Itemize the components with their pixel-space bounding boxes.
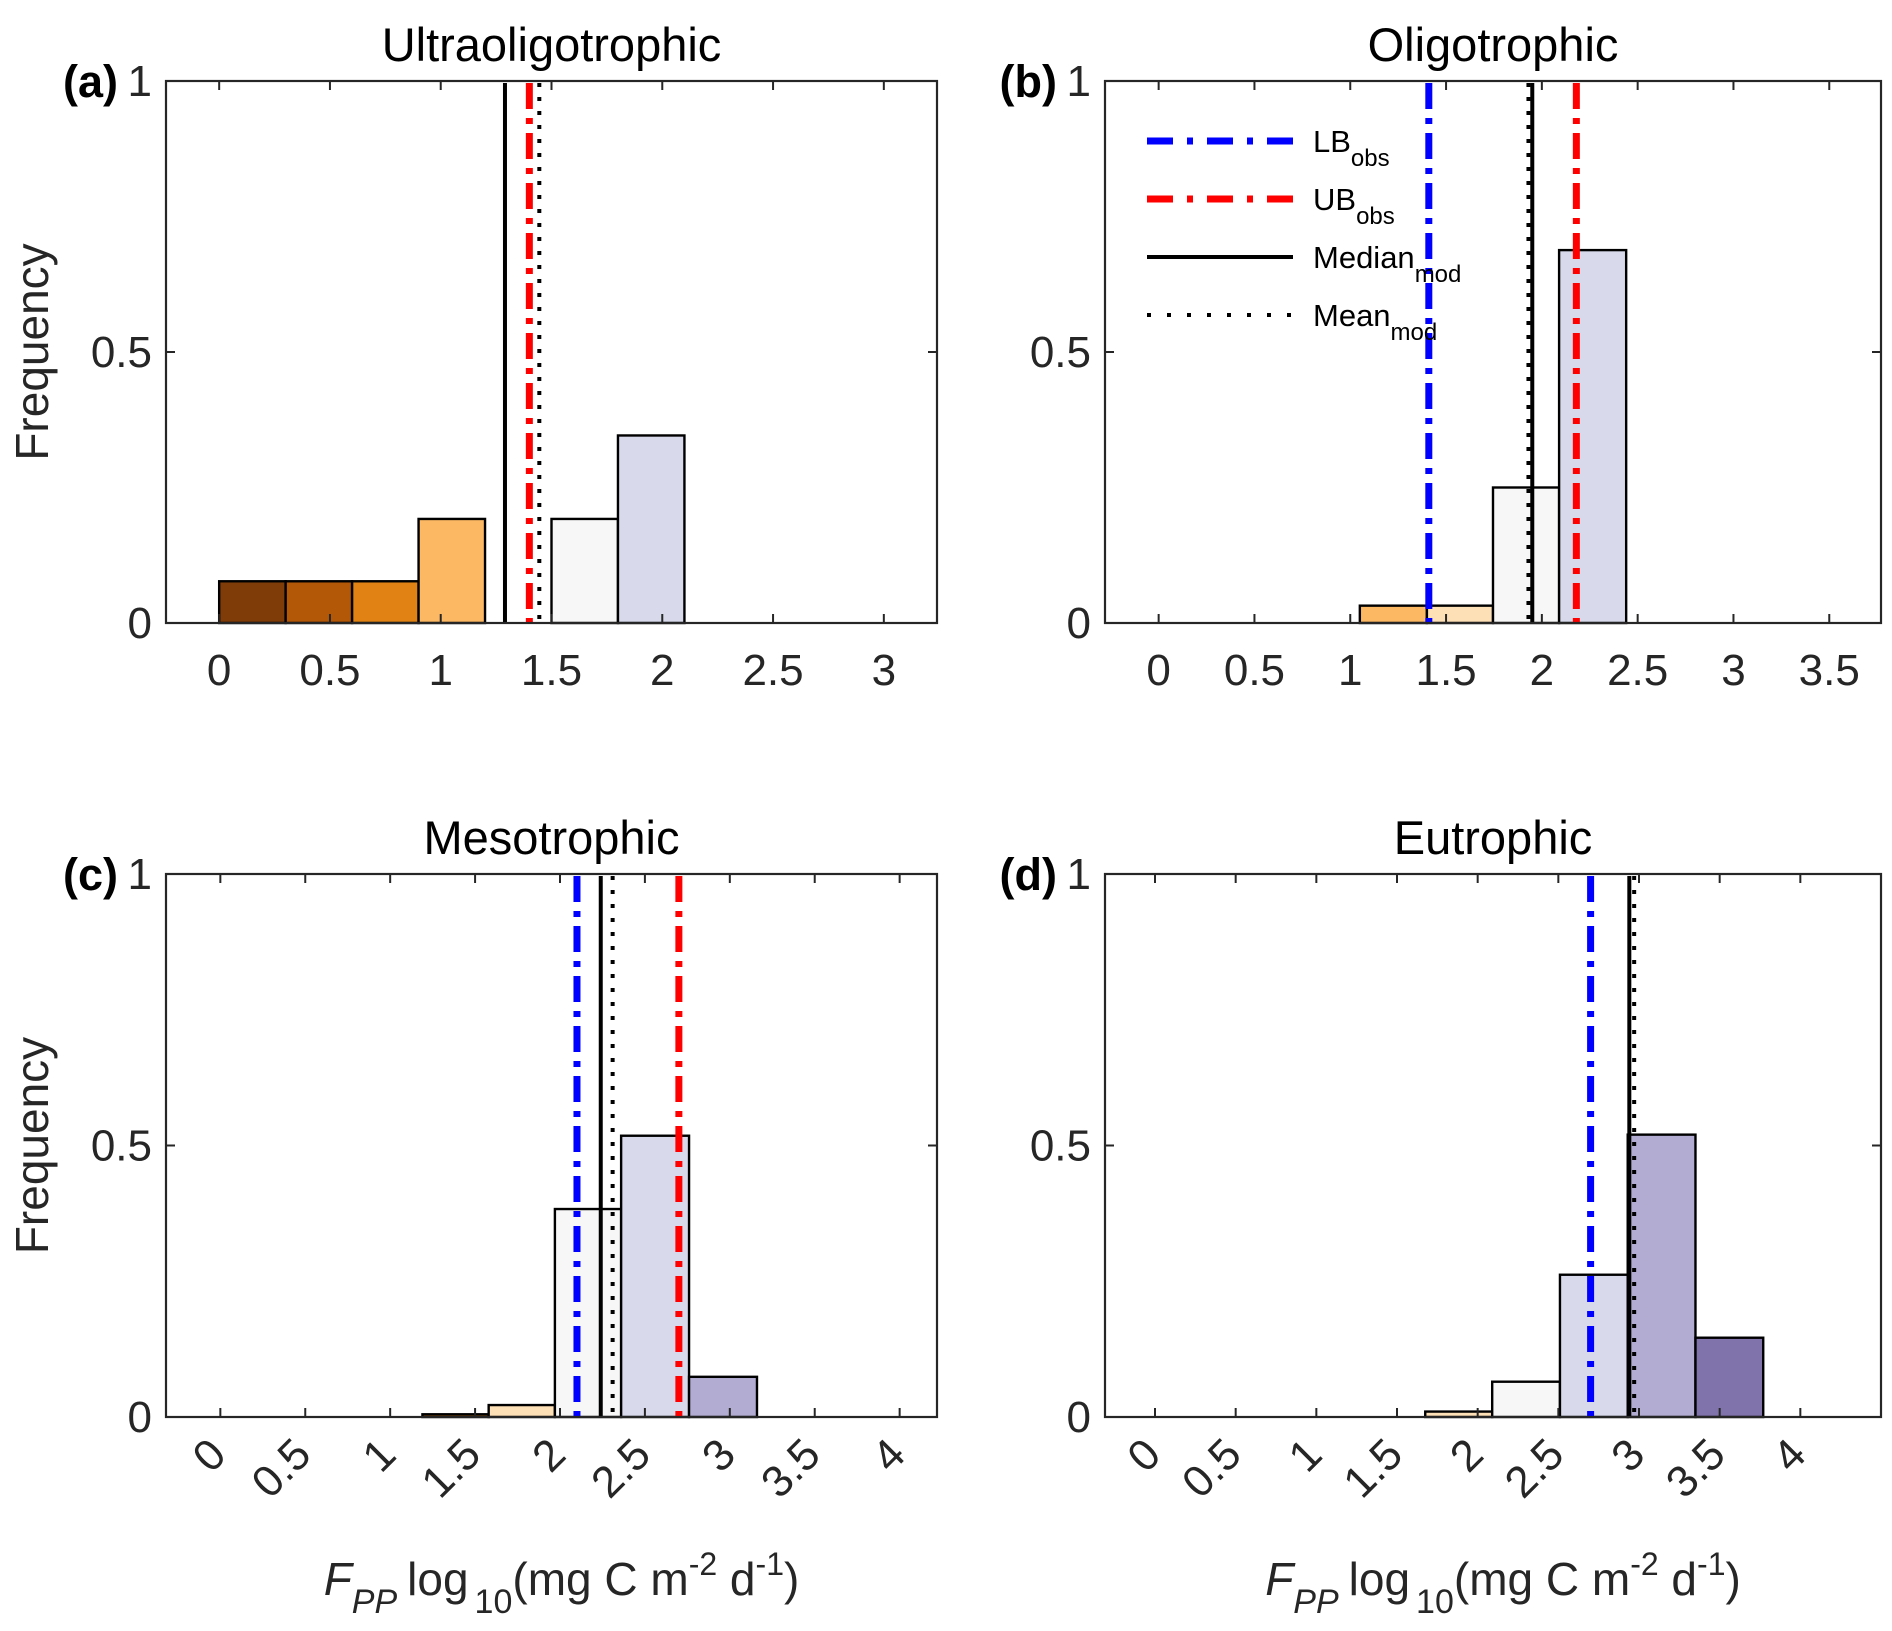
legend-label-ub: UBobs <box>1313 182 1395 230</box>
x-tick-label: 2.5 <box>742 646 803 695</box>
panel-b: 0 0.5 1 1.5 2 2.5 3 3.500.51LBobsUBobsMedianmod… <box>1000 18 1883 695</box>
x-label-unit-close: ) <box>1725 1553 1740 1605</box>
x-label-pp: PP <box>352 1583 398 1621</box>
y-tick-label: 1 <box>128 850 152 899</box>
histogram-bar <box>1490 1380 1562 1419</box>
x-label-unit-open: (mg C m <box>512 1553 688 1605</box>
histogram-bar <box>1694 1336 1765 1419</box>
panel-label: (b) <box>1000 56 1057 107</box>
x-tick-label: 3.5 <box>1799 646 1860 695</box>
panel-c: 0 0.5 1 1.5 2 2.5 3 3.5 400.51Mesotrophic(c)Freq… <box>6 811 939 1621</box>
y-tick-label: 0 <box>128 599 152 648</box>
x-label-unit-mid: d <box>717 1553 755 1605</box>
histogram-bar <box>350 580 420 625</box>
legend-label-lb: LBobs <box>1313 124 1390 172</box>
y-tick-label: 0.5 <box>1030 1122 1091 1171</box>
x-tick-label: 1 <box>1338 646 1362 695</box>
x-tick-label: 0 <box>207 646 231 695</box>
histogram-bar <box>1626 1133 1697 1419</box>
legend-label-main: LB <box>1313 124 1351 159</box>
legend-label-subscript: mod <box>1415 261 1462 288</box>
x-tick-label: 2.5 <box>1607 646 1668 695</box>
x-label-10: 10 <box>475 1583 513 1621</box>
histogram-bar <box>1491 486 1561 625</box>
legend-label-subscript: mod <box>1391 319 1438 346</box>
y-tick-label: 0.5 <box>91 1122 152 1171</box>
histogram-bar <box>687 1375 759 1419</box>
y-tick-label: 0 <box>128 1393 152 1442</box>
panel-label: (c) <box>63 849 118 900</box>
y-tick-label: 1 <box>1067 850 1091 899</box>
histogram-bar <box>1358 604 1429 625</box>
histogram-bar <box>616 434 686 625</box>
y-tick-label: 0 <box>1067 1393 1091 1442</box>
panel-title: Eutrophic <box>1394 811 1593 864</box>
histogram-bar <box>1557 248 1628 625</box>
histogram-bar <box>487 1403 557 1419</box>
x-label-exp-d: -1 <box>756 1546 784 1582</box>
y-axis-label: Frequency <box>6 1037 58 1254</box>
legend-label-mean: Meanmod <box>1313 298 1437 346</box>
x-tick-label: 1 <box>428 646 452 695</box>
histogram-bar <box>217 580 287 625</box>
panel-label: (d) <box>1000 849 1057 900</box>
legend-label-subscript: obs <box>1356 203 1395 230</box>
x-tick-label: 0.5 <box>1224 646 1285 695</box>
x-tick-label: 2 <box>650 646 674 695</box>
histogram-bar <box>553 1207 623 1419</box>
x-label-f: F <box>1265 1553 1296 1605</box>
x-tick-label: 1.5 <box>1415 646 1476 695</box>
x-label-unit-open: (mg C m <box>1454 1553 1630 1605</box>
x-label-log: log <box>1349 1553 1410 1605</box>
x-label-exp-m: -2 <box>1630 1546 1658 1582</box>
legend-label-subscript: obs <box>1351 145 1390 172</box>
x-tick-label: 0.5 <box>299 646 360 695</box>
y-tick-label: 0 <box>1067 599 1091 648</box>
x-label-log: log <box>407 1553 468 1605</box>
x-label-f: F <box>324 1553 355 1605</box>
x-label-unit-mid: d <box>1659 1553 1697 1605</box>
x-axis-label: FPP log 10(mg C m-2 d-1) <box>1265 1546 1741 1621</box>
panel-title: Mesotrophic <box>424 811 680 864</box>
panel-title: Oligotrophic <box>1368 18 1619 71</box>
y-tick-label: 0.5 <box>1030 328 1091 377</box>
legend-label-median: Medianmod <box>1313 240 1461 288</box>
x-axis-label: FPP log 10(mg C m-2 d-1) <box>324 1546 800 1621</box>
x-tick-label: 2 <box>1530 646 1554 695</box>
y-tick-label: 1 <box>1067 57 1091 106</box>
x-label-10: 10 <box>1416 1583 1454 1621</box>
x-label-exp-m: -2 <box>689 1546 717 1582</box>
histogram-bar <box>284 580 354 625</box>
panel-a: 0 0.5 1 1.5 2 2.5 3 0 0.5 1 Ultraoligotrophic (a) Fr… <box>6 18 939 695</box>
histogram-bar <box>417 517 487 625</box>
y-tick-label: 0.5 <box>91 328 152 377</box>
panel-label: (a) <box>63 56 118 107</box>
y-tick-label: 1 <box>128 57 152 106</box>
legend-label-main: Mean <box>1313 298 1391 333</box>
y-axis-label: Frequency <box>6 243 58 460</box>
histogram-bar <box>1425 604 1495 625</box>
x-label-exp-d: -1 <box>1697 1546 1725 1582</box>
x-tick-label: 0 <box>1146 646 1170 695</box>
panel-title: Ultraoligotrophic <box>382 18 722 71</box>
plot-area <box>1105 874 1881 1417</box>
legend-label-main: Median <box>1313 240 1415 275</box>
legend-label-main: UB <box>1313 182 1356 217</box>
x-tick-label: 1.5 <box>521 646 582 695</box>
x-label-pp: PP <box>1293 1583 1339 1621</box>
histogram-bar <box>550 517 620 625</box>
x-label-unit-close: ) <box>784 1553 799 1605</box>
x-tick-label: 3 <box>1721 646 1745 695</box>
plot-area <box>166 874 937 1417</box>
x-tick-label: 3 <box>872 646 896 695</box>
